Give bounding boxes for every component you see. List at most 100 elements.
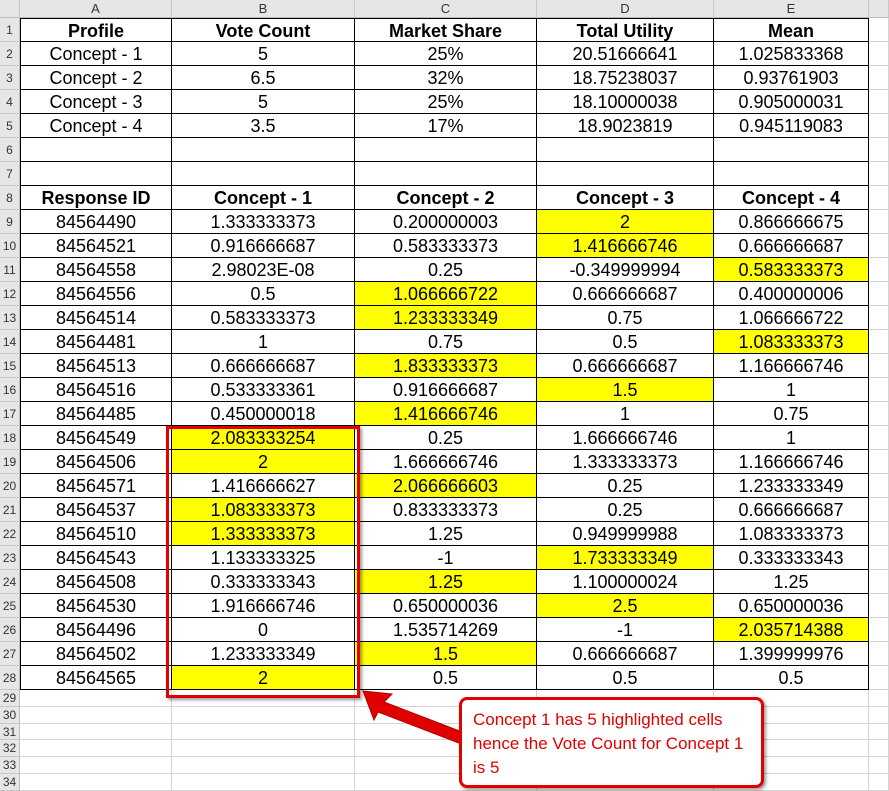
cell-A20[interactable]: 84564571 [20,474,172,498]
cell-D22[interactable]: 0.949999988 [537,522,714,546]
cell-E31[interactable] [714,723,869,741]
cell-B33[interactable] [172,757,355,774]
cell-E20[interactable]: 1.233333349 [714,474,869,498]
cell-A15[interactable]: 84564513 [20,354,172,378]
cell-A30[interactable] [20,706,172,724]
row-header-33[interactable]: 33 [0,757,20,774]
cell-C26[interactable]: 1.535714269 [355,618,537,642]
cell-A33[interactable] [20,757,172,774]
cell-E19[interactable]: 1.166666746 [714,450,869,474]
row-header-26[interactable]: 26 [0,618,20,642]
cell-B5[interactable]: 3.5 [172,114,355,138]
cell-B31[interactable] [172,723,355,741]
cell-E13[interactable]: 1.066666722 [714,306,869,330]
row-header-20[interactable]: 20 [0,474,20,498]
cell-D8[interactable]: Concept - 3 [537,186,714,210]
cell-A10[interactable]: 84564521 [20,234,172,258]
cell-A25[interactable]: 84564530 [20,594,172,618]
cell-C14[interactable]: 0.75 [355,330,537,354]
cell-D27[interactable]: 0.666666687 [537,642,714,666]
row-header-19[interactable]: 19 [0,450,20,474]
column-header-D[interactable]: D [537,0,714,18]
row-header-17[interactable]: 17 [0,402,20,426]
row-header-24[interactable]: 24 [0,570,20,594]
cell-E2[interactable]: 1.025833368 [714,42,869,66]
cell-A7[interactable] [20,162,172,186]
cell-E1[interactable]: Mean [714,18,869,42]
cell-C11[interactable]: 0.25 [355,258,537,282]
cell-B7[interactable] [172,162,355,186]
row-header-2[interactable]: 2 [0,42,20,66]
cell-A32[interactable] [20,740,172,758]
cell-D15[interactable]: 0.666666687 [537,354,714,378]
row-header-22[interactable]: 22 [0,522,20,546]
row-header-4[interactable]: 4 [0,90,20,114]
cell-C20[interactable]: 2.066666603 [355,474,537,498]
cell-C9[interactable]: 0.200000003 [355,210,537,234]
cell-B14[interactable]: 1 [172,330,355,354]
cell-B20[interactable]: 1.416666627 [172,474,355,498]
cell-C2[interactable]: 25% [355,42,537,66]
cell-E16[interactable]: 1 [714,378,869,402]
row-header-34[interactable]: 34 [0,774,20,791]
cell-A14[interactable]: 84564481 [20,330,172,354]
cell-B34[interactable] [172,774,355,791]
cell-D24[interactable]: 1.100000024 [537,570,714,594]
cell-E27[interactable]: 1.399999976 [714,642,869,666]
cell-A3[interactable]: Concept - 2 [20,66,172,90]
cell-B10[interactable]: 0.916666687 [172,234,355,258]
cell-D11[interactable]: -0.349999994 [537,258,714,282]
cell-C24[interactable]: 1.25 [355,570,537,594]
cell-E32[interactable] [714,740,869,758]
cell-A2[interactable]: Concept - 1 [20,42,172,66]
cell-E34[interactable] [714,774,869,791]
cell-E9[interactable]: 0.866666675 [714,210,869,234]
cell-D26[interactable]: -1 [537,618,714,642]
cell-A19[interactable]: 84564506 [20,450,172,474]
cell-A13[interactable]: 84564514 [20,306,172,330]
cell-C1[interactable]: Market Share [355,18,537,42]
row-header-8[interactable]: 8 [0,186,20,210]
cell-B18[interactable]: 2.083333254 [172,426,355,450]
cell-D16[interactable]: 1.5 [537,378,714,402]
column-header-A[interactable]: A [20,0,172,18]
cell-B27[interactable]: 1.233333349 [172,642,355,666]
cell-A31[interactable] [20,723,172,741]
cell-A29[interactable] [20,690,172,707]
cell-D2[interactable]: 20.51666641 [537,42,714,66]
cell-C10[interactable]: 0.583333373 [355,234,537,258]
cell-E17[interactable]: 0.75 [714,402,869,426]
cell-A21[interactable]: 84564537 [20,498,172,522]
row-header-16[interactable]: 16 [0,378,20,402]
cell-C22[interactable]: 1.25 [355,522,537,546]
cell-C15[interactable]: 1.833333373 [355,354,537,378]
cell-C23[interactable]: -1 [355,546,537,570]
cell-A8[interactable]: Response ID [20,186,172,210]
column-header-E[interactable]: E [714,0,869,18]
cell-A26[interactable]: 84564496 [20,618,172,642]
cell-D28[interactable]: 0.5 [537,666,714,690]
cell-B2[interactable]: 5 [172,42,355,66]
cell-C13[interactable]: 1.233333349 [355,306,537,330]
cell-E22[interactable]: 1.083333373 [714,522,869,546]
cell-D12[interactable]: 0.666666687 [537,282,714,306]
cell-C4[interactable]: 25% [355,90,537,114]
cell-E25[interactable]: 0.650000036 [714,594,869,618]
cell-C17[interactable]: 1.416666746 [355,402,537,426]
row-header-21[interactable]: 21 [0,498,20,522]
cell-C19[interactable]: 1.666666746 [355,450,537,474]
row-header-15[interactable]: 15 [0,354,20,378]
row-header-31[interactable]: 31 [0,723,20,741]
cell-B28[interactable]: 2 [172,666,355,690]
cell-D14[interactable]: 0.5 [537,330,714,354]
cell-B4[interactable]: 5 [172,90,355,114]
cell-E8[interactable]: Concept - 4 [714,186,869,210]
cell-A1[interactable]: Profile [20,18,172,42]
cell-E21[interactable]: 0.666666687 [714,498,869,522]
cell-C21[interactable]: 0.833333373 [355,498,537,522]
row-header-23[interactable]: 23 [0,546,20,570]
cell-A27[interactable]: 84564502 [20,642,172,666]
row-header-5[interactable]: 5 [0,114,20,138]
cell-B21[interactable]: 1.083333373 [172,498,355,522]
column-header-B[interactable]: B [172,0,355,18]
